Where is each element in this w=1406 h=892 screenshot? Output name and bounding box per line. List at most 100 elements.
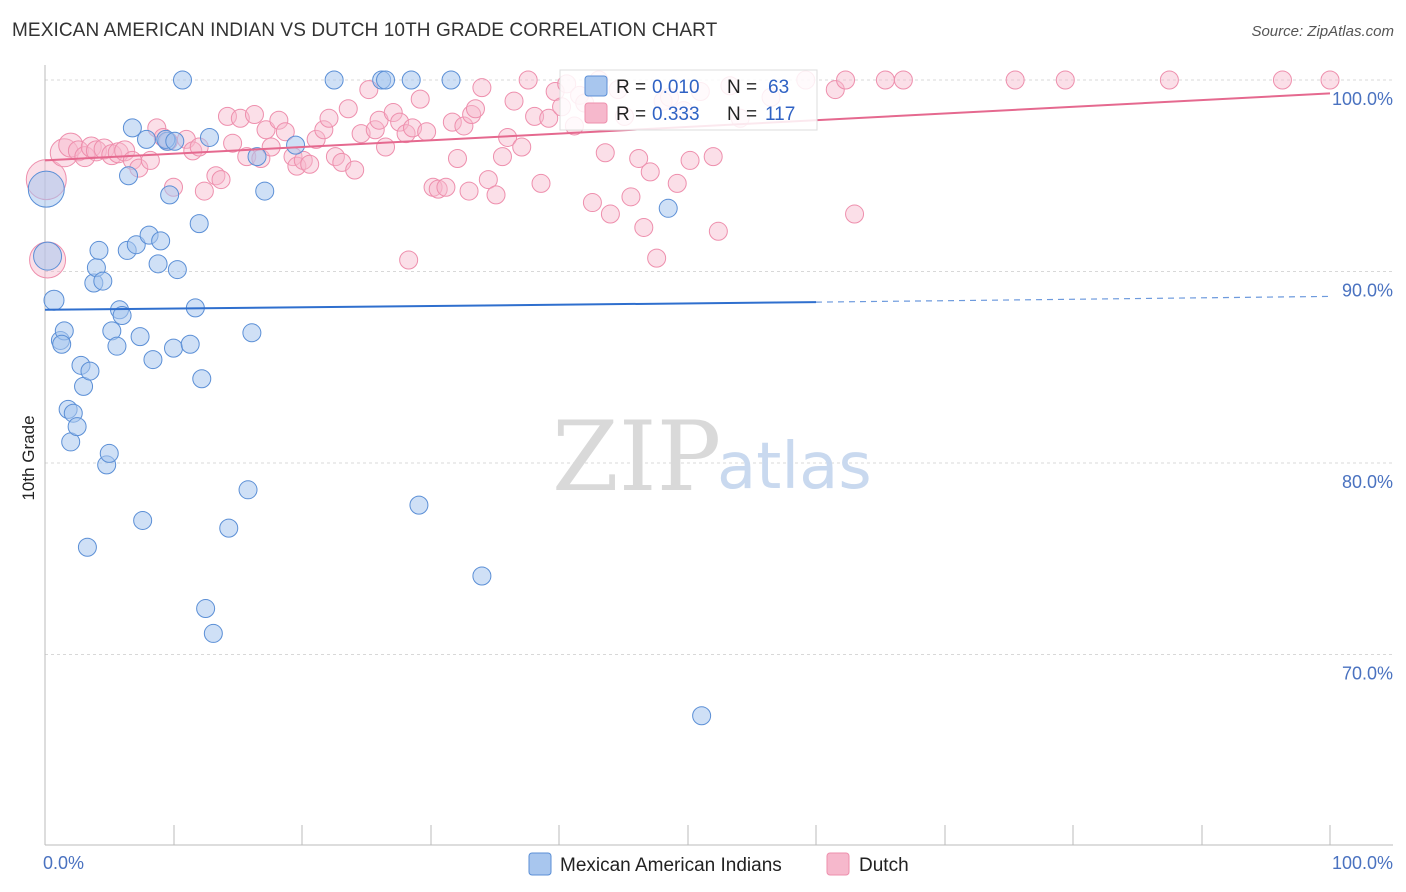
point-mexican-american-indians-9 bbox=[67, 417, 87, 437]
point-dutch-38 bbox=[300, 154, 320, 174]
point-dutch-110 bbox=[1005, 70, 1025, 90]
point-dutch-26 bbox=[223, 133, 243, 153]
point-dutch-90 bbox=[634, 217, 654, 237]
point-dutch-44 bbox=[338, 99, 358, 119]
legend-stats-swatch-pink bbox=[584, 102, 608, 124]
point-dutch-55 bbox=[410, 89, 430, 109]
point-dutch-64 bbox=[465, 99, 485, 119]
point-mexican-american-indians-45 bbox=[192, 369, 212, 389]
point-dutch-27 bbox=[230, 108, 250, 128]
point-mexican-american-indians-53 bbox=[255, 181, 275, 201]
point-dutch-63 bbox=[462, 104, 482, 124]
legend-swatch-dutch bbox=[826, 852, 850, 876]
point-dutch-46 bbox=[351, 124, 371, 144]
point-mexican-american-indians-33 bbox=[148, 254, 168, 274]
point-dutch-89 bbox=[629, 149, 649, 169]
point-mexican-american-indians-26 bbox=[122, 118, 142, 138]
point-dutch-70 bbox=[504, 91, 524, 111]
point-mexican-american-indians-61 bbox=[472, 566, 492, 586]
point-dutch-60 bbox=[442, 112, 462, 132]
point-mexican-american-indians-49 bbox=[219, 518, 239, 538]
point-dutch-54 bbox=[403, 118, 423, 138]
point-dutch-114 bbox=[1320, 70, 1340, 90]
point-mexican-american-indians-5 bbox=[52, 334, 72, 354]
point-dutch-99 bbox=[703, 147, 723, 167]
point-dutch-52 bbox=[390, 112, 410, 132]
point-dutch-39 bbox=[306, 129, 326, 149]
point-dutch-115 bbox=[399, 250, 419, 270]
y-tick-labels: 70.0% 80.0% 90.0% 100.0% bbox=[1332, 89, 1393, 684]
point-dutch-56 bbox=[417, 122, 437, 142]
point-mexican-american-indians-36 bbox=[160, 185, 180, 205]
legend-r-label-1: R = bbox=[616, 77, 646, 98]
point-dutch-47 bbox=[359, 80, 379, 100]
point-mexican-american-indians-47 bbox=[199, 127, 219, 147]
legend-label-mexican-american-indians: Mexican American Indians bbox=[560, 855, 782, 876]
point-mexican-american-indians-48 bbox=[203, 623, 223, 643]
point-mexican-american-indians-44 bbox=[189, 214, 209, 234]
point-mexican-american-indians-32 bbox=[143, 350, 163, 370]
point-mexican-american-indians-62 bbox=[658, 198, 678, 218]
point-dutch-116 bbox=[459, 181, 479, 201]
point-mexican-american-indians-21 bbox=[107, 336, 127, 356]
point-mexican-american-indians-27 bbox=[126, 235, 146, 255]
point-dutch-92 bbox=[647, 248, 667, 268]
point-mexican-american-indians-1 bbox=[33, 241, 63, 271]
y-tick-label-70: 70.0% bbox=[1342, 664, 1393, 684]
point-mexican-american-indians-39 bbox=[164, 338, 183, 358]
legend-swatch-mexican-american-indians bbox=[528, 852, 552, 876]
point-dutch-29 bbox=[244, 104, 264, 124]
point-dutch-107 bbox=[845, 204, 865, 224]
point-dutch-66 bbox=[478, 170, 498, 190]
legend-n-value-1: 63 bbox=[768, 77, 789, 98]
point-dutch-23 bbox=[206, 166, 226, 186]
x-tick-label-max: 100.0% bbox=[1332, 853, 1393, 873]
point-dutch-40 bbox=[314, 120, 334, 140]
point-dutch-105 bbox=[825, 80, 845, 100]
point-mexican-american-indians-51 bbox=[242, 323, 262, 343]
point-mexican-american-indians-40 bbox=[167, 260, 187, 280]
point-dutch-106 bbox=[836, 70, 856, 90]
legend-r-value-2: 0.333 bbox=[652, 104, 700, 125]
point-dutch-32 bbox=[261, 137, 281, 157]
legend-stats-swatch-blue bbox=[584, 75, 608, 97]
chart-title: MEXICAN AMERICAN INDIAN VS DUTCH 10TH GR… bbox=[12, 20, 718, 41]
point-mexican-american-indians-23 bbox=[112, 306, 132, 326]
point-mexican-american-indians-17 bbox=[93, 271, 113, 291]
point-dutch-45 bbox=[345, 160, 365, 180]
point-dutch-65 bbox=[472, 78, 492, 98]
point-mexican-american-indians-63 bbox=[692, 706, 712, 726]
point-dutch-50 bbox=[376, 137, 396, 157]
point-dutch-95 bbox=[667, 173, 687, 193]
point-dutch-59 bbox=[436, 177, 456, 197]
legend-stats: R = 0.010 N = 63 R = 0.333 N = 117 bbox=[559, 69, 818, 131]
point-mexican-american-indians-41 bbox=[172, 70, 192, 90]
point-mexican-american-indians-50 bbox=[238, 480, 258, 500]
watermark-zip: ZIP bbox=[552, 401, 721, 513]
point-dutch-85 bbox=[600, 204, 620, 224]
point-mexican-american-indians-25 bbox=[119, 166, 139, 186]
point-mexican-american-indians-16 bbox=[89, 240, 109, 260]
point-mexican-american-indians-19 bbox=[99, 443, 119, 463]
point-mexican-american-indians-38 bbox=[165, 131, 185, 151]
point-mexican-american-indians-42 bbox=[180, 334, 200, 354]
point-dutch-109 bbox=[893, 70, 913, 90]
y-tick-label-80: 80.0% bbox=[1342, 472, 1393, 492]
point-dutch-34 bbox=[275, 122, 295, 142]
y-tick-label-100: 100.0% bbox=[1332, 89, 1393, 109]
watermark: ZIP atlas bbox=[552, 401, 872, 513]
point-dutch-84 bbox=[595, 143, 615, 163]
legend-series: Mexican American Indians Dutch bbox=[528, 852, 909, 876]
point-mexican-american-indians-12 bbox=[80, 361, 100, 381]
grid bbox=[45, 79, 1393, 655]
point-dutch-31 bbox=[256, 120, 276, 140]
chart-source: Source: ZipAtlas.com bbox=[1251, 23, 1394, 40]
point-dutch-67 bbox=[486, 185, 506, 205]
point-dutch-113 bbox=[1272, 70, 1292, 90]
point-mexican-american-indians-60 bbox=[441, 70, 461, 90]
point-mexican-american-indians-54 bbox=[286, 135, 306, 155]
point-dutch-62 bbox=[454, 116, 474, 136]
y-tick-label-90: 90.0% bbox=[1342, 281, 1393, 301]
point-mexican-american-indians-13 bbox=[77, 537, 97, 557]
point-mexican-american-indians-28 bbox=[130, 327, 150, 347]
